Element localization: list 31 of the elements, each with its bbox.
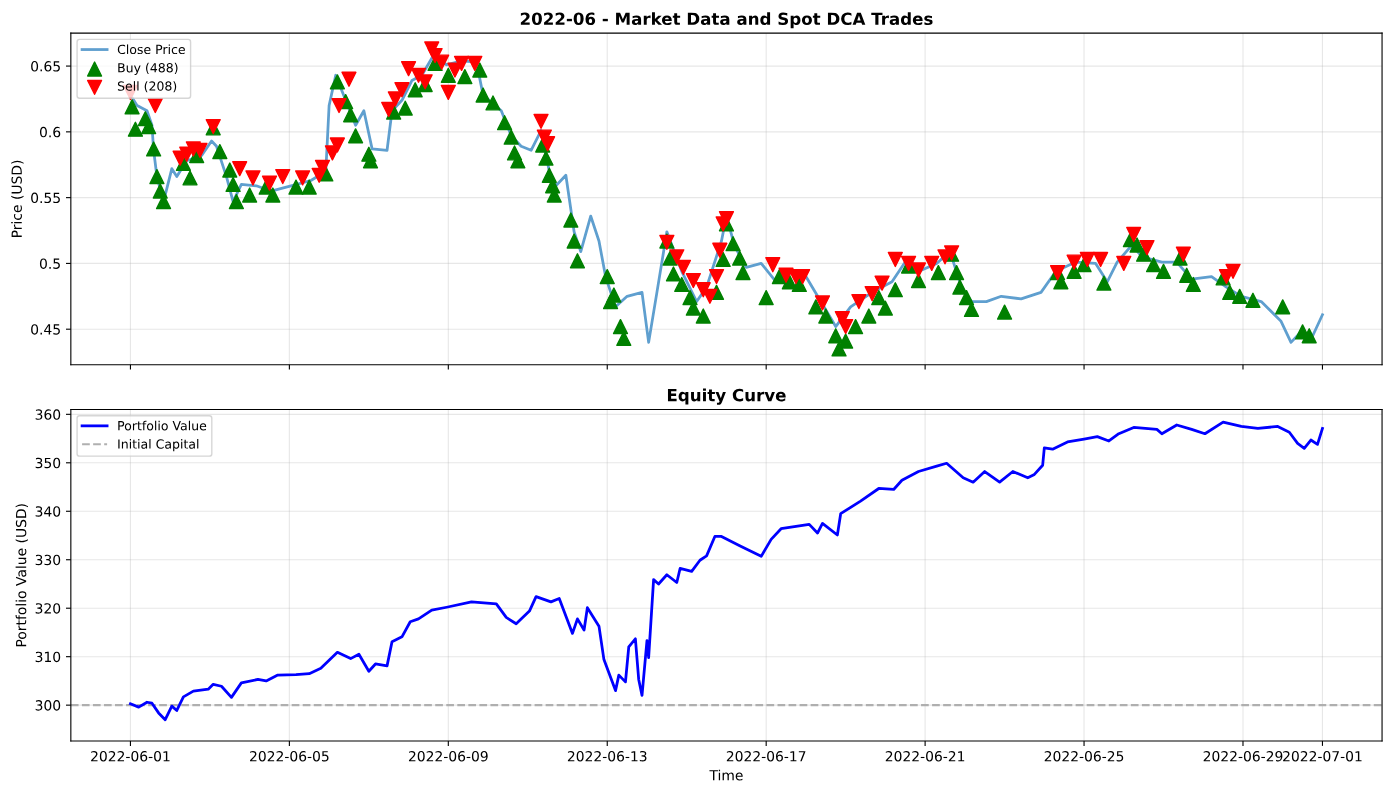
y-tick-label: 300	[35, 700, 61, 711]
chart-title: 2022-06 - Market Data and Spot DCA Trades	[520, 12, 933, 29]
legend-label: Close Price	[117, 44, 185, 55]
y-tick-label: 330	[35, 554, 61, 566]
y-tick-label: 320	[35, 603, 61, 614]
y-tick-label: 0.6	[39, 126, 61, 138]
x-tick-label: 2022-06-25	[1044, 750, 1124, 762]
legend-label: Portfolio Value	[118, 420, 207, 431]
y-tick-label: 0.45	[31, 324, 60, 335]
x-tick-label: 2022-06-13	[567, 750, 647, 762]
x-tick-label: 2022-06-17	[726, 750, 806, 762]
y-tick-label: 340	[35, 506, 61, 517]
x-tick-label: 2022-06-09	[408, 750, 488, 762]
x-tick-label: 2022-06-01	[91, 750, 170, 762]
y-axis-title: Portfolio Value (USD)	[15, 504, 28, 647]
y-axis-title: Price (USD)	[11, 160, 24, 237]
legend-label: Initial Capital	[118, 439, 199, 452]
y-tick-label: 0.65	[31, 61, 60, 72]
y-tick-label: 350	[35, 457, 61, 469]
y-tick-label: 360	[35, 409, 61, 420]
y-tick-label: 0.55	[31, 192, 60, 204]
x-tick-label: 2022-07-01	[1283, 750, 1362, 762]
x-tick-label: 2022-06-05	[250, 750, 329, 762]
chart-title: Equity Curve	[667, 388, 786, 405]
x-axis-title: Time	[709, 769, 743, 781]
legend-label: Sell (208)	[117, 81, 177, 93]
y-tick-label: 0.5	[39, 258, 60, 269]
y-tick-label: 310	[35, 651, 61, 663]
legend-label: Buy (488)	[118, 62, 178, 75]
x-tick-label: 2022-06-21	[885, 750, 965, 762]
x-tick-label: 2022-06-29	[1203, 750, 1283, 762]
